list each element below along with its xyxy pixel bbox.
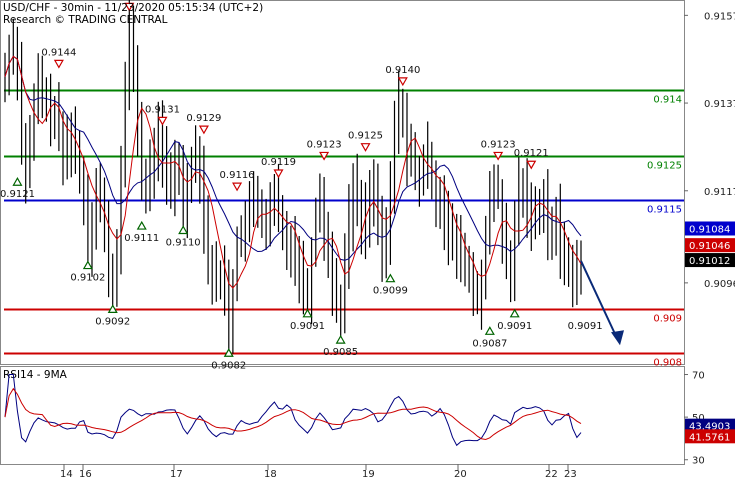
- pivot-high-label: 0.9116: [220, 170, 255, 181]
- pivot-low-marker: [223, 348, 234, 357]
- pivot-high-marker: [124, 2, 135, 12]
- y-tick-label: 0.9117: [704, 187, 735, 198]
- pivot-high-label: 0.9125: [348, 131, 383, 142]
- price-badge: [685, 253, 735, 268]
- pivot-low-marker: [302, 308, 313, 318]
- price-badge-label: 0.91046: [689, 241, 730, 252]
- pivot-high-marker: [157, 116, 168, 126]
- main-panel-frame: [0, 0, 685, 365]
- y-tick-label: 0.9096: [704, 279, 735, 290]
- pivot-high-label: 0.9119: [261, 157, 296, 168]
- pivot-high-marker: [198, 125, 209, 135]
- pivot-high-marker: [397, 77, 408, 87]
- pivot-high-marker: [493, 151, 504, 161]
- pivot-low-label: 0.9121: [0, 189, 35, 200]
- x-tick-label: 23: [564, 469, 577, 480]
- y-tick-label: 0.9157: [704, 11, 735, 22]
- x-tick-label: 19: [362, 469, 375, 480]
- x-tick-label: 20: [454, 469, 467, 480]
- pivot-low-label: 0.9102: [70, 273, 105, 284]
- pivot-low-label: 0.9099: [373, 286, 408, 297]
- price-label: 0.9091: [568, 321, 603, 332]
- x-tick-label: 17: [170, 469, 183, 480]
- rsi-ma-badge-label: 41.5761: [689, 432, 730, 443]
- pivot-high-label: 0.9121: [514, 148, 549, 159]
- rsi-panel-frame: [0, 366, 685, 465]
- ma-fast-line: [4, 55, 582, 289]
- price-badge: [685, 238, 735, 253]
- pivot-low-marker: [12, 177, 23, 186]
- pivot-high-label: 0.9129: [186, 113, 221, 124]
- rsi-tick-label: 30: [692, 456, 705, 467]
- ma-slow-line: [4, 55, 582, 261]
- pivot-low-label: 0.9092: [95, 316, 130, 327]
- x-tick-label: 16: [79, 469, 92, 480]
- pivot-low-marker: [385, 273, 396, 283]
- forecast-arrow-head: [611, 330, 624, 346]
- pivot-high-label: 0.9123: [481, 139, 516, 150]
- pivot-high-marker: [526, 160, 537, 170]
- rsi-line: [4, 374, 582, 447]
- pivot-low-label: 0.9091: [290, 321, 325, 332]
- rsi-title: RSI14 - 9MA: [3, 369, 68, 381]
- pivot-low-label: 0.9111: [124, 233, 159, 244]
- pivot-low-marker: [136, 220, 147, 230]
- x-tick-label: 18: [264, 469, 277, 480]
- pivot-high-marker: [53, 59, 64, 69]
- price-badge: [685, 221, 735, 236]
- pivot-high-label: 0.9144: [41, 47, 76, 58]
- pivot-low-label: 0.9091: [497, 321, 532, 332]
- price-badge-label: 0.91012: [689, 256, 730, 267]
- rsi-tick-label: 50: [692, 413, 705, 424]
- x-tick-label: 14: [60, 469, 73, 480]
- pivot-high-label: 0.9123: [307, 139, 342, 150]
- pivot-high-marker: [273, 169, 284, 179]
- pivot-high-marker: [319, 151, 330, 161]
- pivot-low-label: 0.9087: [472, 338, 507, 349]
- chart-title: USD/CHF - 30min - 11/23/2020 05:15:34 (U…: [3, 2, 263, 14]
- pivot-low-marker: [178, 225, 189, 235]
- rsi-ma-badge: [685, 429, 735, 444]
- rsi-badge-label: 43.4903: [689, 422, 730, 433]
- pivot-high-label: 0.9131: [145, 104, 180, 115]
- level-label: 0.908: [653, 358, 682, 369]
- rsi-tick-label: 70: [692, 371, 705, 382]
- pivot-low-marker: [484, 326, 495, 335]
- rsi-badge: [685, 418, 735, 433]
- rsi-ma-line: [4, 387, 582, 441]
- pivot-low-marker: [107, 304, 118, 314]
- pivot-high-label: 0.9140: [385, 65, 420, 76]
- y-tick-label: 0.9137: [704, 99, 735, 110]
- price-badge-label: 0.91084: [689, 224, 730, 235]
- level-label: 0.914: [653, 95, 682, 106]
- forecast-arrow-line: [580, 260, 618, 339]
- pivot-low-label: 0.9085: [323, 347, 358, 358]
- pivot-high-marker: [232, 182, 243, 192]
- pivot-high-marker: [360, 143, 371, 152]
- pivot-high-label: 0.9157: [112, 0, 147, 1]
- pivot-low-label: 0.9110: [166, 237, 201, 248]
- level-label: 0.909: [653, 314, 682, 325]
- pivot-low-marker: [335, 334, 346, 344]
- pivot-low-marker: [509, 308, 520, 318]
- chart-source: Research © TRADING CENTRAL: [3, 14, 168, 26]
- pivot-low-label: 0.9082: [211, 360, 246, 371]
- x-tick-label: 22: [545, 469, 558, 480]
- level-label: 0.9125: [647, 161, 682, 172]
- pivot-low-marker: [82, 260, 93, 270]
- level-label: 0.9115: [647, 205, 682, 216]
